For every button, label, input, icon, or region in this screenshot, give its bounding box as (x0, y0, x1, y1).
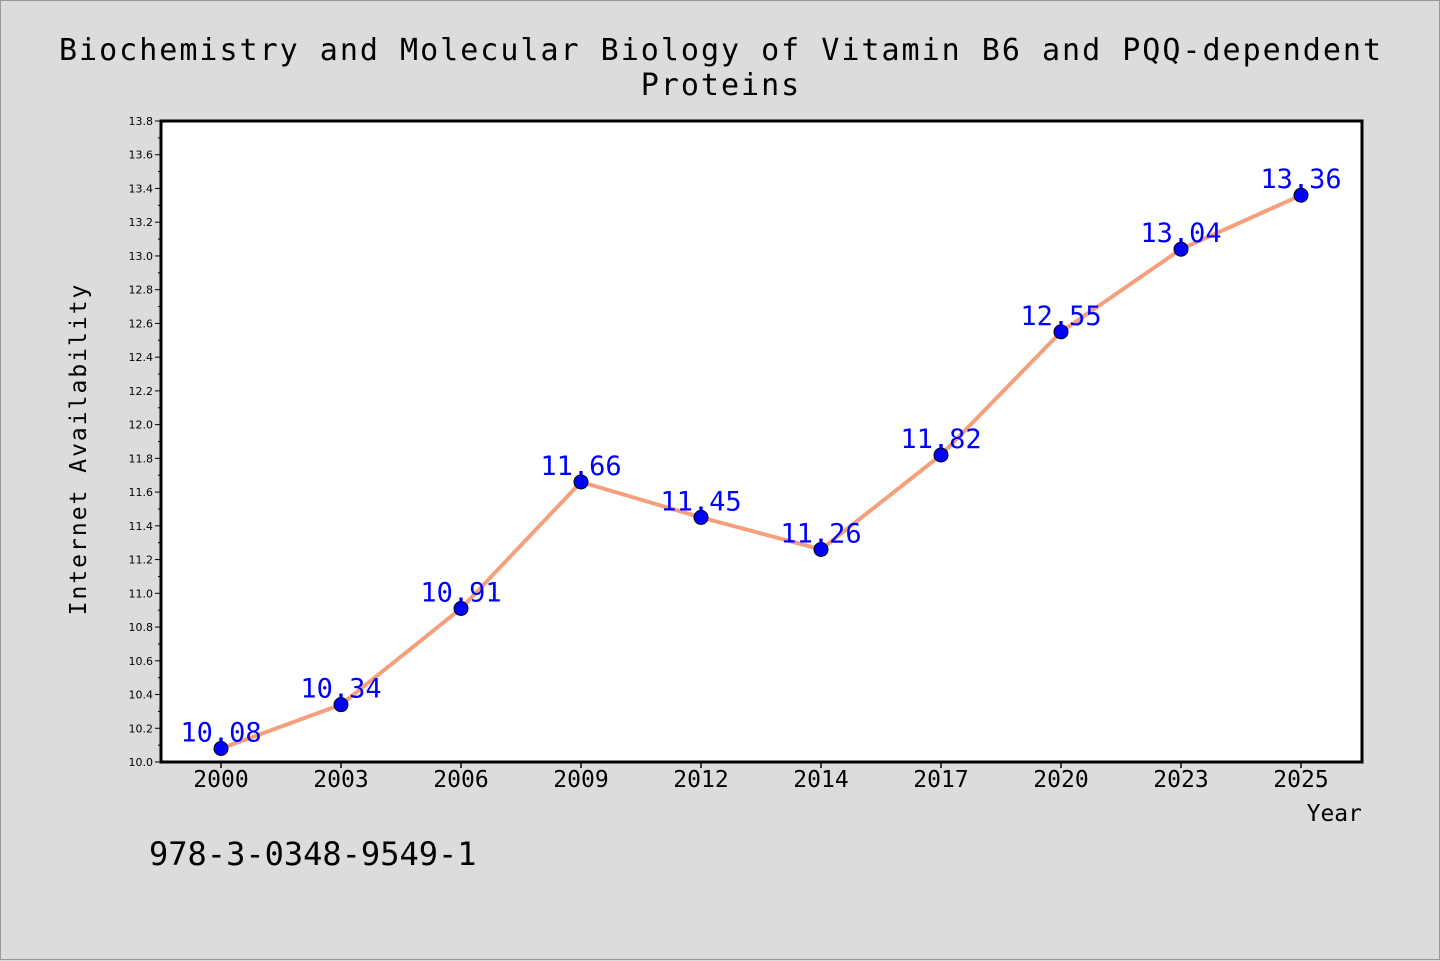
plot-area (159, 119, 1364, 764)
y-tick-label: 11.4 (129, 520, 154, 533)
data-point (1053, 324, 1069, 340)
data-label: 13.36 (1260, 164, 1341, 195)
y-tick-label: 11.0 (129, 587, 154, 600)
data-point (1173, 241, 1189, 257)
data-point (1293, 187, 1309, 203)
x-tick-label: 2006 (433, 767, 488, 793)
data-label: 11.82 (900, 424, 981, 455)
y-tick-label: 12.0 (129, 419, 154, 432)
y-axis-label: Internet Availability (66, 283, 92, 616)
data-label: 11.45 (660, 486, 741, 517)
isbn-label: 978-3-0348-9549-1 (149, 835, 477, 873)
data-label: 10.91 (420, 577, 501, 608)
data-point (453, 600, 469, 616)
data-label: 12.55 (1020, 301, 1101, 332)
data-point (333, 697, 349, 713)
x-tick-label: 2012 (673, 767, 728, 793)
x-tick-label: 2014 (793, 767, 848, 793)
series-line (219, 193, 1303, 751)
y-tick-label: 10.6 (129, 655, 154, 668)
x-tick-label: 2000 (193, 767, 248, 793)
y-tick-label: 13.6 (129, 149, 154, 162)
x-tick-label: 2025 (1273, 767, 1328, 793)
data-point (693, 509, 709, 525)
y-tick-label: 12.8 (129, 284, 154, 297)
y-tick-label: 10.8 (129, 621, 154, 634)
data-label: 10.08 (180, 718, 261, 749)
y-tick-label: 13.4 (129, 182, 154, 195)
y-tick-label: 13.0 (129, 250, 154, 263)
y-tick-label: 11.2 (129, 554, 154, 567)
y-tick-label: 10.0 (129, 756, 154, 769)
y-tick-label: 10.4 (129, 689, 154, 702)
y-tick-label: 12.2 (129, 385, 154, 398)
x-tick-label: 2020 (1033, 767, 1088, 793)
data-point (933, 447, 949, 463)
data-label: 13.04 (1140, 218, 1221, 249)
x-tick-label: 2003 (313, 767, 368, 793)
data-point (213, 741, 229, 757)
data-label: 10.34 (300, 674, 381, 705)
x-tick-label: 2017 (913, 767, 968, 793)
x-tick-label: 2009 (553, 767, 608, 793)
y-tick-label: 11.6 (129, 486, 154, 499)
y-tick-label: 12.6 (129, 317, 154, 330)
y-tick-label: 13.2 (129, 216, 154, 229)
y-tick-label: 12.4 (129, 351, 154, 364)
y-tick-label: 11.8 (129, 452, 154, 465)
x-tick-label: 2023 (1153, 767, 1208, 793)
x-axis-label: Year (1307, 801, 1362, 827)
data-point (813, 541, 829, 557)
data-label: 11.66 (540, 451, 621, 482)
data-point (573, 474, 589, 490)
data-label: 11.26 (780, 518, 861, 549)
y-tick-label: 10.2 (129, 722, 154, 735)
y-tick-label: 13.8 (129, 115, 154, 128)
chart-title: Biochemistry and Molecular Biology of Vi… (58, 33, 1384, 103)
